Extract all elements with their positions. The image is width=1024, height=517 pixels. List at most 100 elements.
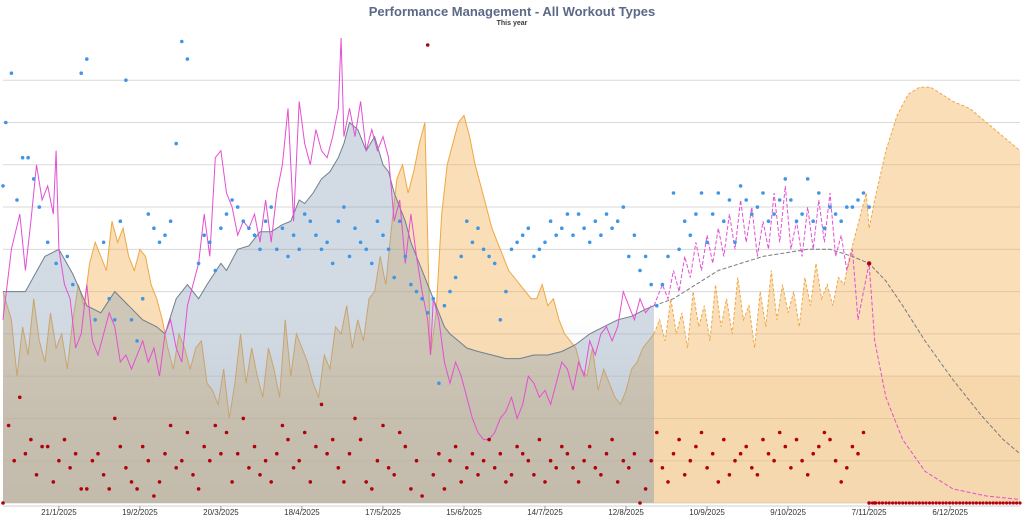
- daily-load-point: [655, 430, 659, 435]
- daily-load-point: [263, 458, 268, 463]
- workouts-point: [37, 205, 42, 209]
- daily-load-point: [146, 458, 151, 463]
- daily-load-point: [386, 466, 391, 470]
- workouts-point: [414, 289, 419, 294]
- daily-load-point: [560, 444, 564, 449]
- daily-load-point: [370, 487, 374, 491]
- daily-load-point: [627, 466, 631, 470]
- workouts-point: [548, 219, 553, 223]
- daily-load-point: [459, 480, 464, 484]
- workouts-point: [772, 212, 776, 216]
- daily-load-point: [280, 423, 285, 428]
- daily-load-point: [18, 395, 22, 400]
- daily-load-point: [498, 451, 503, 456]
- daily-load-point: [492, 466, 497, 470]
- workouts-point: [554, 233, 558, 237]
- daily-load-point: [23, 451, 28, 456]
- form-projected-area: [654, 87, 1020, 504]
- daily-load-point: [353, 416, 357, 421]
- workouts-point: [45, 240, 50, 245]
- daily-load-point: [677, 437, 681, 442]
- workouts-point: [342, 205, 346, 209]
- daily-load-point: [894, 501, 898, 505]
- daily-load-point: [850, 444, 855, 449]
- daily-load-point: [314, 444, 318, 449]
- workouts-point: [532, 254, 536, 259]
- daily-load-point: [509, 473, 514, 477]
- workouts-point: [93, 318, 97, 322]
- workouts-point: [431, 296, 436, 301]
- workouts-point: [107, 296, 111, 301]
- daily-load-point: [297, 458, 302, 463]
- workouts-point: [247, 226, 251, 230]
- workouts-point: [587, 240, 592, 245]
- daily-load-point: [342, 480, 346, 484]
- x-tick-label: 14/7/2025: [527, 508, 563, 517]
- daily-load-point: [431, 473, 436, 477]
- daily-load-point: [861, 430, 866, 435]
- daily-load-point: [247, 466, 251, 470]
- workouts-point: [811, 219, 815, 223]
- daily-load-point: [543, 480, 547, 484]
- workouts-point: [833, 212, 838, 216]
- workouts-point: [671, 191, 676, 195]
- daily-load-point: [168, 423, 173, 428]
- workouts-point: [861, 191, 866, 195]
- workouts-point: [643, 254, 648, 259]
- workouts-point: [498, 318, 503, 322]
- daily-load-point: [978, 501, 982, 505]
- workouts-point: [699, 191, 704, 195]
- workouts-point: [448, 289, 452, 294]
- workouts-point: [174, 141, 178, 146]
- daily-load-point: [403, 444, 408, 449]
- daily-load-point: [291, 466, 296, 470]
- workouts-point: [716, 191, 721, 195]
- workouts-point: [794, 219, 799, 223]
- daily-load-point: [783, 444, 788, 449]
- daily-load-point: [548, 458, 553, 463]
- fitness-projected-line: [653, 248, 1021, 455]
- workouts-point: [710, 212, 715, 216]
- daily-load-point: [68, 466, 72, 470]
- workouts-point: [85, 57, 89, 61]
- daily-load-point: [907, 501, 912, 505]
- workouts-point: [213, 268, 218, 273]
- daily-load-point: [974, 501, 979, 505]
- workouts-point: [817, 191, 821, 195]
- daily-load-point: [196, 487, 201, 491]
- workouts-point: [487, 254, 491, 259]
- workouts-point: [655, 303, 659, 308]
- daily-load-point: [336, 466, 341, 470]
- daily-load-point: [520, 451, 525, 456]
- workouts-point: [196, 261, 201, 266]
- form-area: [3, 115, 654, 503]
- daily-load-point: [40, 444, 44, 449]
- workouts-point: [208, 240, 212, 245]
- x-tick-label: 10/9/2025: [689, 508, 725, 517]
- today-marker: [866, 261, 872, 266]
- daily-load-point: [582, 458, 586, 463]
- workouts-point: [571, 233, 575, 237]
- workouts-point: [397, 219, 402, 223]
- daily-load-point: [968, 501, 972, 505]
- daily-load-point: [515, 444, 519, 449]
- daily-load-point: [29, 437, 33, 442]
- workouts-point: [800, 212, 804, 216]
- x-tick-label: 21/1/2025: [41, 508, 77, 517]
- workouts-point: [113, 318, 117, 322]
- daily-load-point: [941, 501, 945, 505]
- daily-load-point: [934, 501, 938, 505]
- workouts-point: [520, 233, 525, 237]
- daily-load-point: [409, 487, 413, 491]
- workouts-point: [336, 219, 341, 223]
- daily-load-point: [599, 473, 603, 477]
- daily-load-point: [643, 487, 648, 491]
- daily-load-point: [638, 501, 642, 505]
- daily-load-point: [185, 430, 190, 435]
- workouts-point: [560, 226, 564, 230]
- daily-load-point: [615, 480, 620, 484]
- workouts-point: [286, 254, 290, 259]
- daily-load-point: [85, 487, 89, 491]
- daily-load-point: [1, 501, 5, 505]
- daily-load-point: [375, 458, 380, 463]
